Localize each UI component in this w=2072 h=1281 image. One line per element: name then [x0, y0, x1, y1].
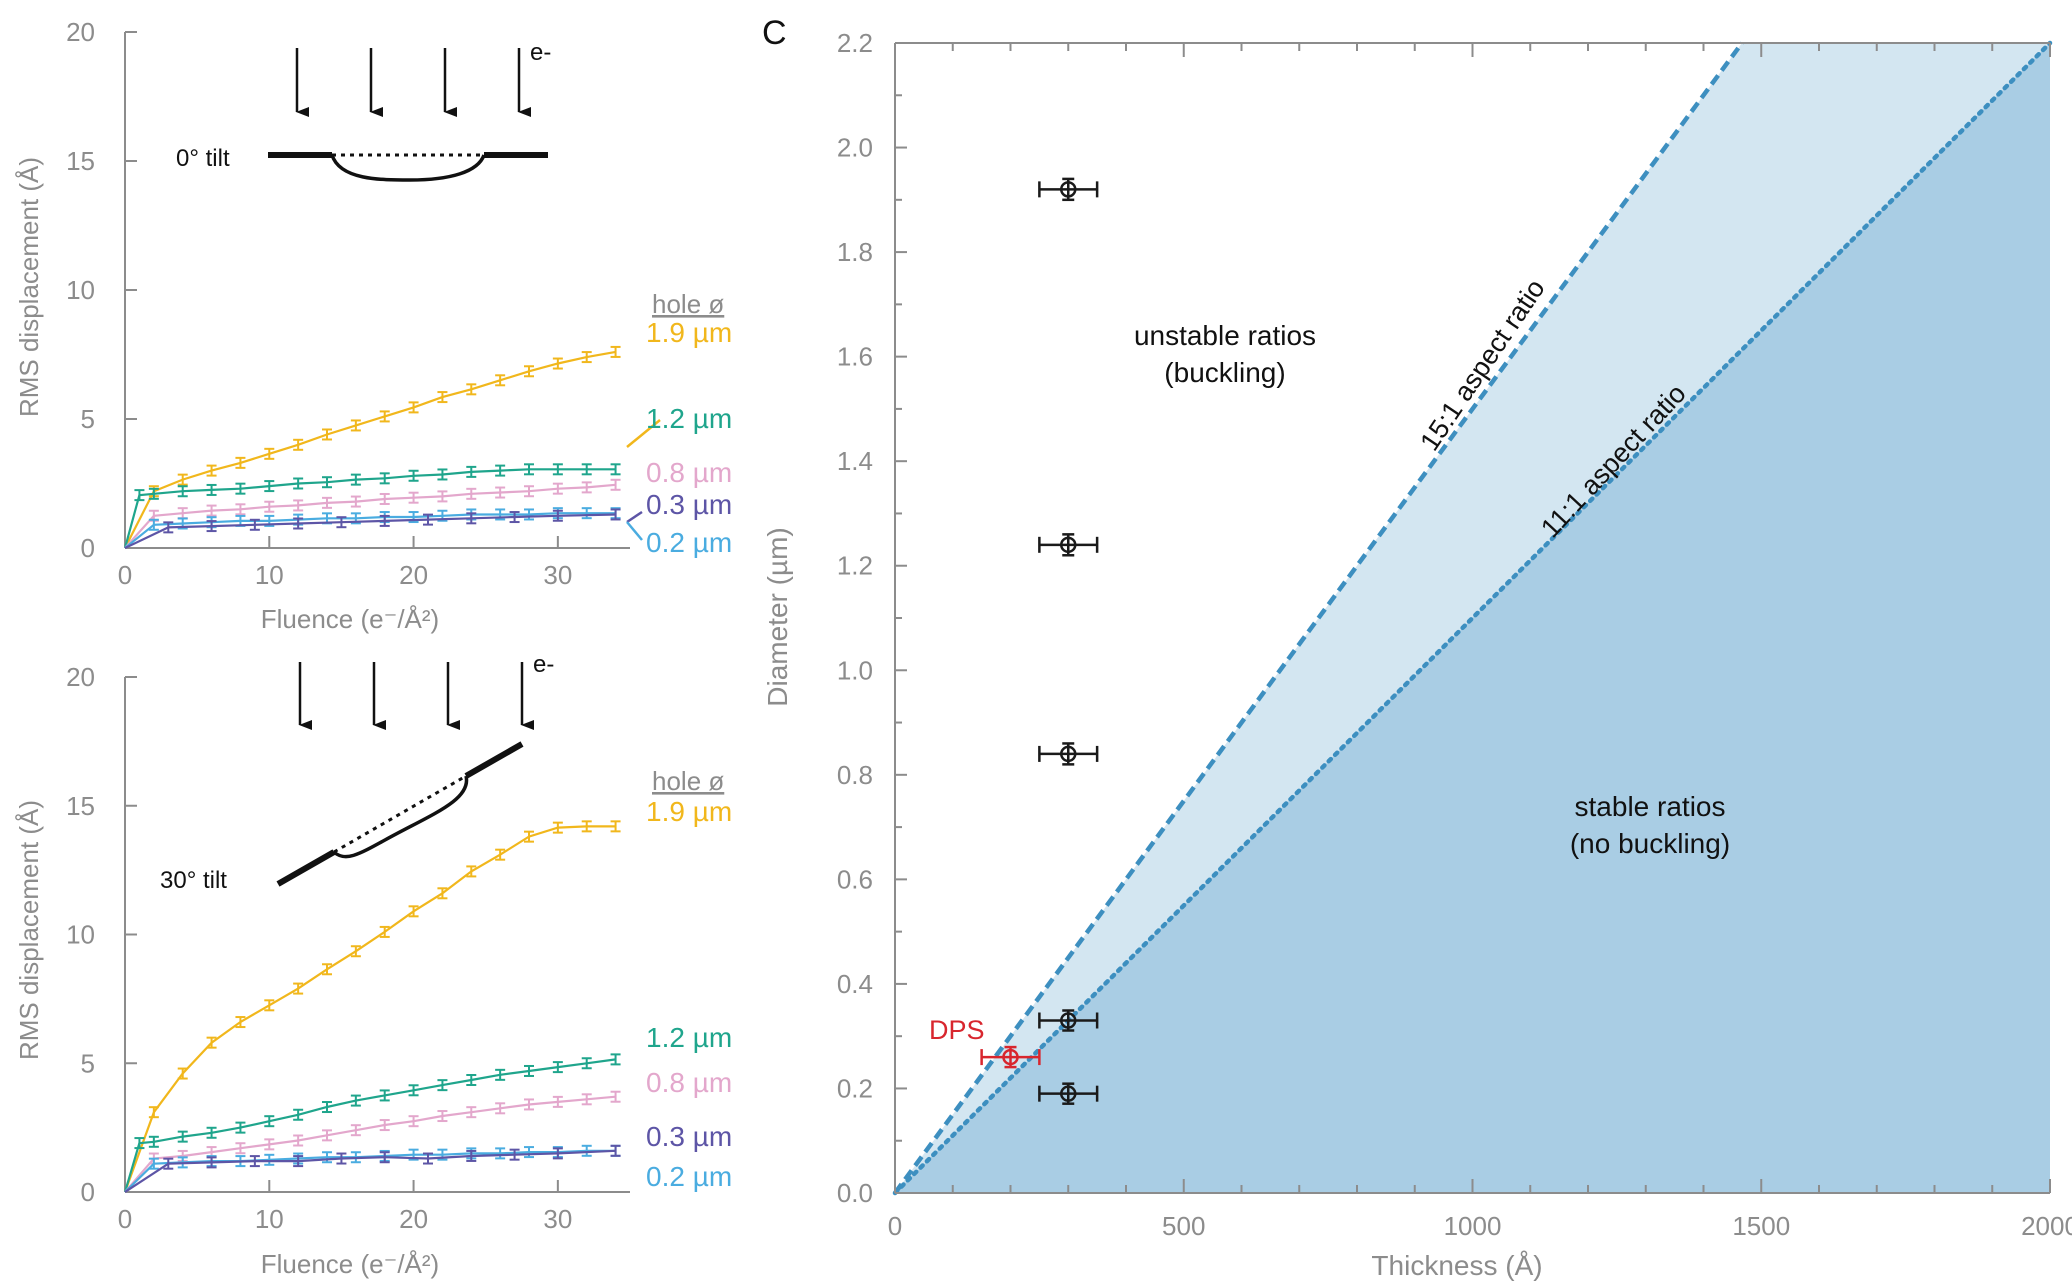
dps-label: DPS	[929, 1015, 985, 1045]
x-tick-label: 1000	[1444, 1211, 1502, 1241]
panel-a-chart: 0 5 10 15 20 0 10 20 30 e- 0° tilt hole ø 1.9 µm…	[14, 17, 732, 634]
y-tick-label: 0.4	[837, 969, 873, 999]
legend-entry: 0.3 µm	[646, 489, 732, 520]
y-tick-label: 1.2	[837, 551, 873, 581]
x-tick-label: 20	[399, 1204, 428, 1234]
x-tick-label: 10	[255, 560, 284, 590]
y-tick-label: 5	[81, 1048, 95, 1078]
x-tick-label: 20	[399, 560, 428, 590]
y-tick-label: 0.8	[837, 760, 873, 790]
y-tick-label: 1.4	[837, 446, 873, 476]
x-axis-label: Fluence (e⁻/Å²)	[261, 1249, 439, 1279]
panel-a-marks: 0 5 10 15 20 0 10 20 30	[66, 17, 630, 590]
x-tick-label: 1500	[1732, 1211, 1790, 1241]
inset-tilt-label: 30° tilt	[160, 867, 227, 894]
y-tick-label: 5	[81, 404, 95, 434]
y-axis-label: RMS displacement (Å)	[14, 157, 44, 417]
panel-b-chart: 0 5 10 15 20 0 10 20 30 e- 30° tilt hole ø 1.9 µ…	[14, 651, 732, 1279]
film-support-upper	[466, 744, 522, 776]
y-tick-label: 15	[66, 146, 95, 176]
legend-entry: 0.2 µm	[646, 1161, 732, 1192]
legend-entry: 1.9 µm	[646, 796, 732, 827]
y-tick-label: 0	[81, 533, 95, 563]
legend-entry: 0.8 µm	[646, 1067, 732, 1098]
y-tick-label: 2.0	[837, 133, 873, 163]
y-tick-label: 1.6	[837, 342, 873, 372]
legend-entry: 1.2 µm	[646, 1022, 732, 1053]
x-tick-label: 0	[118, 1204, 132, 1234]
legend-title: hole ø	[652, 289, 724, 319]
x-tick-label: 30	[543, 560, 572, 590]
series-line	[125, 469, 616, 548]
series-line	[125, 1151, 616, 1192]
y-tick-label: 1.0	[837, 655, 873, 685]
series-line	[125, 1097, 616, 1192]
legend-entry: 0.8 µm	[646, 457, 732, 488]
y-tick-label: 2.2	[837, 28, 873, 58]
y-axis-label: Diameter (µm)	[762, 527, 793, 706]
film-flat-dotted	[334, 776, 466, 852]
y-tick-label: 0.2	[837, 1073, 873, 1103]
y-tick-label: 20	[66, 662, 95, 692]
legend-title: hole ø	[652, 766, 724, 796]
film-support-lower	[278, 852, 334, 884]
panel-a-inset-schematic: e- 0° tilt	[176, 39, 551, 180]
legend-entry: 1.2 µm	[646, 403, 732, 434]
x-tick-label: 0	[118, 560, 132, 590]
electron-label: e-	[533, 651, 554, 678]
x-axis-label: Fluence (e⁻/Å²)	[261, 604, 439, 634]
y-tick-label: 1.8	[837, 237, 873, 267]
region-label-stable-line2: (no buckling)	[1570, 828, 1730, 859]
legend-entry: 0.3 µm	[646, 1121, 732, 1152]
region-label-unstable-line2: (buckling)	[1164, 357, 1285, 388]
panel-b-marks: 0 5 10 15 20 0 10 20 30	[66, 662, 630, 1234]
legend-callout	[627, 522, 642, 540]
region-label-stable-line1: stable ratios	[1575, 791, 1726, 822]
legend-entry: 1.9 µm	[646, 317, 732, 348]
x-tick-label: 500	[1162, 1211, 1205, 1241]
panel-c-chart: C 0.0 0.2 0.4 0.6 0.8 1.0 1.2 1.4 1.6 1.8 2.0 2.2 0 5…	[762, 14, 2072, 1281]
series-line	[125, 515, 616, 549]
y-axis-label: RMS displacement (Å)	[14, 800, 44, 1060]
electron-label: e-	[530, 39, 551, 66]
x-tick-label: 2000	[2021, 1211, 2072, 1241]
legend-entry: 0.2 µm	[646, 527, 732, 558]
y-tick-label: 10	[66, 275, 95, 305]
x-tick-label: 10	[255, 1204, 284, 1234]
legend-callout	[627, 512, 642, 522]
film-buckled-curve	[332, 155, 484, 180]
x-axis-label: Thickness (Å)	[1371, 1250, 1542, 1281]
inset-tilt-label: 0° tilt	[176, 145, 230, 172]
panel-a-legend: 1.9 µm 1.2 µm 0.8 µm0.3 µm 0.2 µm	[627, 317, 732, 558]
y-tick-label: 0	[81, 1177, 95, 1207]
x-tick-label: 0	[888, 1211, 902, 1241]
region-label-unstable-line1: unstable ratios	[1134, 320, 1316, 351]
series-line	[125, 1059, 616, 1192]
panel-letter: C	[762, 14, 787, 52]
y-tick-label: 15	[66, 791, 95, 821]
y-tick-label: 0.6	[837, 864, 873, 894]
y-tick-label: 10	[66, 920, 95, 950]
series-line	[125, 513, 616, 548]
x-tick-label: 30	[543, 1204, 572, 1234]
y-tick-label: 0.0	[837, 1178, 873, 1208]
y-tick-label: 20	[66, 17, 95, 47]
panel-b-legend: 1.9 µm 1.2 µm 0.8 µm 0.3 µm 0.2 µm	[646, 796, 732, 1192]
